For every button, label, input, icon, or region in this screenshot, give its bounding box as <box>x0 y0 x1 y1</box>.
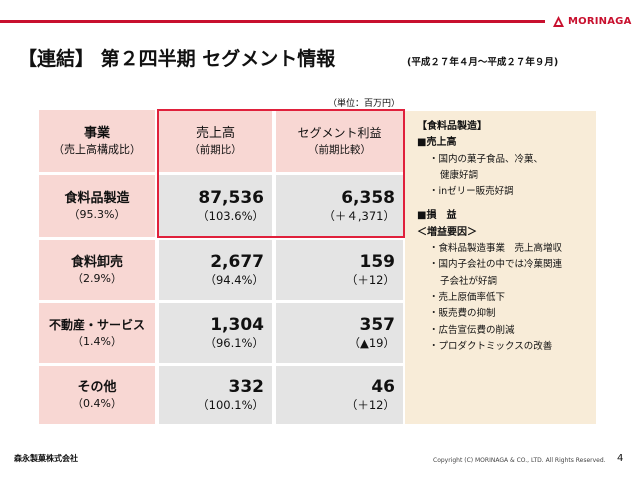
panel-line: ・広告宣伝費の削減 <box>429 324 515 336</box>
row-2-sales: 2,677 （94.4%） <box>159 240 272 300</box>
row-4-sales: 332 （100.1%） <box>159 366 272 424</box>
segment-name: 食料卸売 <box>70 254 123 270</box>
segment-name: その他 <box>77 379 117 395</box>
commentary-panel: 【食料品製造】 ■売上高 ・国内の菓子食品、冷菓、 健康好調 ・inゼリー販売好… <box>405 111 596 424</box>
company-name: 森永製菓株式会社 <box>14 454 78 463</box>
panel-line: ・プロダクトミックスの改善 <box>429 340 553 352</box>
panel-line: 【食料品製造】 <box>417 121 487 132</box>
sales-ratio: （96.1%） <box>204 335 264 350</box>
panel-line: ・売上原価率低下 <box>429 291 506 303</box>
row-3-profit: 357 （▲19） <box>276 303 403 363</box>
header-business-sub: （売上高構成比） <box>53 142 141 156</box>
sales-ratio: （103.6%） <box>197 208 264 223</box>
segment-share: （1.4%） <box>72 334 122 348</box>
brand-name: MORINAGA <box>568 15 632 27</box>
header-rule <box>0 20 545 23</box>
panel-line: ・販売費の抑制 <box>429 308 496 320</box>
panel-line: ・国内の菓子食品、冷菓、 <box>429 153 544 165</box>
profit-change: （＋４,371） <box>323 208 395 223</box>
segment-name: 不動産・サービス <box>48 317 145 332</box>
page-title: 【連結】 第２四半期 セグメント情報 <box>18 48 336 70</box>
copyright-notice: Copyright (C) MORINAGA & CO., LTD. All R… <box>433 457 606 464</box>
sales-value: 1,304 <box>210 314 264 335</box>
panel-line: ＜増益要因＞ <box>417 226 477 238</box>
profit-change: （＋12） <box>345 272 395 287</box>
panel-line: ■売上高 <box>417 137 457 149</box>
profit-value: 6,358 <box>341 187 395 208</box>
unit-label: （単位：百万円） <box>328 99 401 109</box>
segment-share: （2.9%） <box>72 271 122 285</box>
header-business: 事業 （売上高構成比） <box>39 110 155 172</box>
page-number: 4 <box>617 453 624 464</box>
profit-change: （▲19） <box>348 335 395 350</box>
profit-value: 357 <box>359 314 396 335</box>
header-profit-label: セグメント利益 <box>297 125 382 140</box>
panel-line: ■損 益 <box>417 210 457 222</box>
brand-logo: MORINAGA <box>552 13 632 29</box>
row-1-sales: 87,536 （103.6%） <box>159 175 272 237</box>
segment-name: 食料品製造 <box>64 190 130 206</box>
header-business-label: 事業 <box>83 125 110 141</box>
row-1-segment: 食料品製造 （95.3%） <box>39 175 155 237</box>
header-sales-sub: （前期比） <box>189 143 242 156</box>
row-2-segment: 食料卸売 （2.9%） <box>39 240 155 300</box>
sales-value: 2,677 <box>210 251 264 272</box>
row-2-profit: 159 （＋12） <box>276 240 403 300</box>
panel-line: 子会社が好調 <box>440 275 498 287</box>
profit-value: 159 <box>359 251 396 272</box>
header-sales: 売上高 （前期比） <box>159 110 272 172</box>
sales-ratio: （94.4%） <box>204 272 264 287</box>
sales-ratio: （100.1%） <box>197 397 264 412</box>
row-4-profit: 46 （＋12） <box>276 366 403 424</box>
row-3-sales: 1,304 （96.1%） <box>159 303 272 363</box>
segment-share: （0.4%） <box>72 396 122 410</box>
profit-value: 46 <box>371 376 395 397</box>
sales-value: 87,536 <box>198 187 264 208</box>
row-1-profit: 6,358 （＋４,371） <box>276 175 403 237</box>
row-4-segment: その他 （0.4%） <box>39 366 155 424</box>
segment-share: （95.3%） <box>68 207 126 221</box>
period-label: (平成２７年４月～平成２７年９月) <box>407 57 559 68</box>
row-3-segment: 不動産・サービス （1.4%） <box>39 303 155 363</box>
panel-spacer <box>417 200 596 208</box>
header-profit-sub: （前期比較） <box>308 143 371 156</box>
panel-line: 健康好調 <box>440 169 479 181</box>
header-sales-label: 売上高 <box>195 125 235 141</box>
sales-value: 332 <box>228 376 265 397</box>
morinaga-angel-icon <box>553 15 564 27</box>
panel-line: ・国内子会社の中では冷菓関連 <box>429 259 563 271</box>
panel-line: ・食料品製造事業 売上高増収 <box>429 243 563 255</box>
profit-change: （＋12） <box>345 397 395 412</box>
header-profit: セグメント利益 （前期比較） <box>276 110 403 172</box>
panel-line: ・inゼリー販売好調 <box>429 186 514 198</box>
highlight-frame <box>157 109 405 238</box>
